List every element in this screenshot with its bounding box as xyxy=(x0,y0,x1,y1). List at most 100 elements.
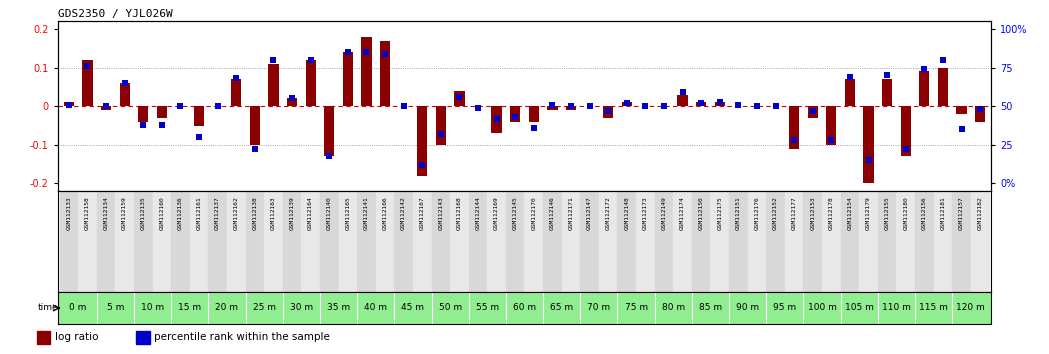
Text: GSM112138: GSM112138 xyxy=(253,196,257,230)
Point xyxy=(98,103,114,109)
Bar xyxy=(915,191,934,292)
Text: GSM112150: GSM112150 xyxy=(699,196,704,230)
Bar xyxy=(138,106,148,122)
Bar xyxy=(840,191,859,292)
Point xyxy=(767,103,784,109)
Bar xyxy=(301,191,320,292)
Bar xyxy=(450,191,469,292)
Bar xyxy=(245,191,264,292)
Bar xyxy=(488,191,506,292)
Point xyxy=(544,102,561,108)
Point xyxy=(879,73,896,78)
Point xyxy=(265,57,282,63)
Text: 5 m: 5 m xyxy=(107,303,124,313)
Point xyxy=(786,137,802,143)
Bar xyxy=(952,191,970,292)
Bar xyxy=(789,106,799,149)
Bar xyxy=(115,191,134,292)
Bar xyxy=(882,79,893,106)
Bar xyxy=(766,191,785,292)
Point xyxy=(228,75,244,81)
Point xyxy=(562,103,579,109)
Text: GSM112179: GSM112179 xyxy=(866,196,871,230)
Bar xyxy=(283,191,301,292)
Text: GSM112172: GSM112172 xyxy=(605,196,611,230)
Text: 110 m: 110 m xyxy=(882,303,911,313)
Point xyxy=(377,51,393,57)
Bar xyxy=(101,106,111,110)
Bar xyxy=(269,64,279,106)
Bar xyxy=(863,106,874,183)
Text: 80 m: 80 m xyxy=(662,303,685,313)
Bar xyxy=(250,106,260,145)
Text: 115 m: 115 m xyxy=(919,303,948,313)
Point xyxy=(507,114,523,120)
Bar xyxy=(320,191,339,292)
Bar xyxy=(361,37,371,106)
Text: GSM112140: GSM112140 xyxy=(326,196,331,230)
Bar xyxy=(529,106,539,122)
Bar xyxy=(376,191,394,292)
Bar xyxy=(901,106,911,156)
Text: GSM112178: GSM112178 xyxy=(829,196,834,230)
Bar xyxy=(714,102,725,106)
Text: GSM112181: GSM112181 xyxy=(941,196,945,230)
Point xyxy=(488,116,505,121)
Text: 55 m: 55 m xyxy=(476,303,499,313)
Text: 105 m: 105 m xyxy=(844,303,874,313)
Bar xyxy=(748,191,766,292)
Bar xyxy=(622,102,631,106)
Point xyxy=(340,49,357,55)
Text: GSM112141: GSM112141 xyxy=(364,196,369,230)
Text: GSM112151: GSM112151 xyxy=(736,196,741,230)
Point xyxy=(432,131,449,137)
Point xyxy=(135,122,152,127)
Point xyxy=(79,63,95,69)
Bar xyxy=(469,191,488,292)
Text: GSM112168: GSM112168 xyxy=(457,196,462,230)
Bar xyxy=(136,331,150,344)
Bar xyxy=(339,191,357,292)
Point xyxy=(581,103,598,109)
Bar xyxy=(655,191,673,292)
Text: GSM112173: GSM112173 xyxy=(643,196,648,230)
Text: GSM112159: GSM112159 xyxy=(122,196,127,230)
Point xyxy=(247,147,263,152)
Bar xyxy=(897,191,915,292)
Text: 35 m: 35 m xyxy=(327,303,350,313)
Bar xyxy=(82,60,92,106)
Point xyxy=(916,66,933,72)
Text: 60 m: 60 m xyxy=(513,303,536,313)
Bar xyxy=(543,191,561,292)
Bar xyxy=(394,191,413,292)
Bar xyxy=(729,191,748,292)
Bar xyxy=(603,106,614,118)
Bar xyxy=(938,68,948,106)
Text: GSM112161: GSM112161 xyxy=(196,196,201,230)
Text: GSM112167: GSM112167 xyxy=(420,196,425,230)
Text: GSM112135: GSM112135 xyxy=(141,196,146,230)
Text: 50 m: 50 m xyxy=(438,303,462,313)
Bar xyxy=(524,191,543,292)
Point xyxy=(116,80,133,86)
Text: GSM112182: GSM112182 xyxy=(978,196,983,230)
Text: GSM112137: GSM112137 xyxy=(215,196,220,230)
Text: 45 m: 45 m xyxy=(402,303,425,313)
Bar xyxy=(561,191,580,292)
Text: 10 m: 10 m xyxy=(141,303,164,313)
Point xyxy=(153,122,170,127)
Text: GSM112176: GSM112176 xyxy=(754,196,759,230)
Point xyxy=(675,90,691,95)
Text: GSM112136: GSM112136 xyxy=(178,196,183,230)
Bar xyxy=(618,191,636,292)
Text: GSM112152: GSM112152 xyxy=(773,196,778,230)
Point xyxy=(321,153,338,159)
Bar xyxy=(975,106,985,122)
Text: GSM112165: GSM112165 xyxy=(345,196,350,230)
Text: percentile rank within the sample: percentile rank within the sample xyxy=(154,332,330,342)
Bar xyxy=(808,106,818,118)
Bar xyxy=(156,106,167,118)
Text: GSM112143: GSM112143 xyxy=(438,196,444,230)
Text: GSM112160: GSM112160 xyxy=(159,196,165,230)
Bar xyxy=(97,191,115,292)
